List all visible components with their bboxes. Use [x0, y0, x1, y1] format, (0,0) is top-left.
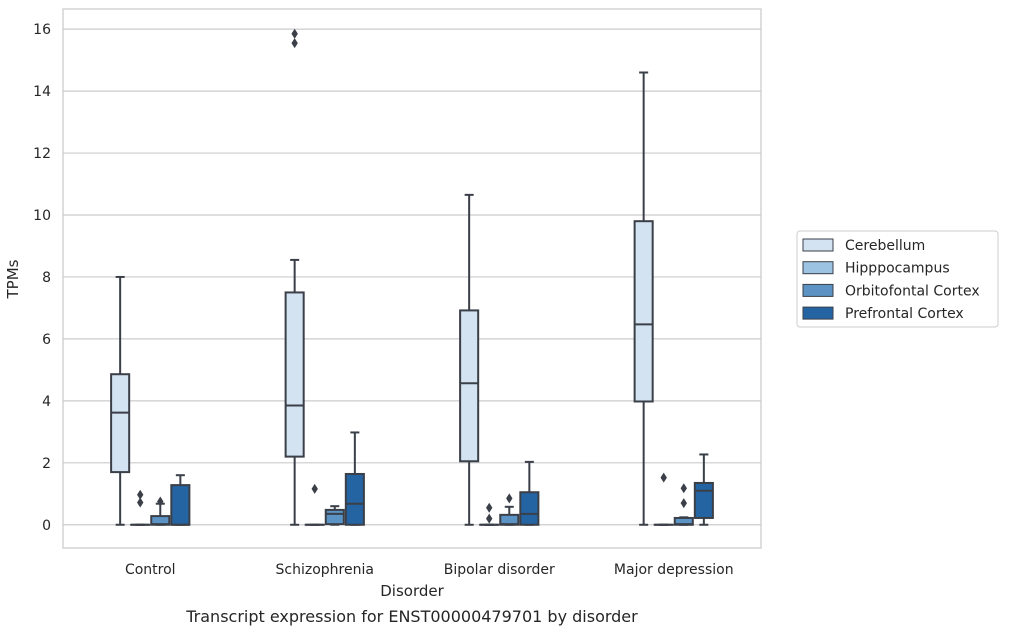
y-tick-label: 14	[33, 84, 51, 100]
legend-label: Hipppocampus	[845, 261, 950, 277]
outlier-marker	[137, 497, 144, 508]
box-plot	[324, 505, 345, 526]
legend-label: Prefrontal Cortex	[845, 306, 964, 322]
x-tick-labels: Control Schizophrenia Bipolar disorder Majo…	[125, 562, 734, 578]
box-plot	[344, 431, 365, 526]
x-tick-label: Major depression	[614, 562, 734, 578]
y-axis-title: TPMs	[4, 259, 22, 299]
box-iqr	[633, 220, 654, 403]
outlier-marker	[157, 496, 164, 507]
outlier-marker	[660, 472, 667, 483]
legend-label: Orbitofontal Cortex	[845, 283, 980, 299]
box-iqr	[344, 472, 365, 526]
x-axis-title: Disorder	[380, 582, 444, 600]
legend-frame	[796, 230, 999, 328]
y-tick-label: 0	[42, 518, 51, 534]
y-tick-labels: 0 2 4 6 8 10 12 14 16	[33, 22, 51, 534]
x-tick-label: Schizophrenia	[276, 562, 374, 578]
y-tick-label: 4	[42, 394, 51, 410]
legend-swatch	[802, 238, 834, 252]
legend-swatch	[802, 261, 834, 275]
plot-frame	[62, 8, 762, 549]
x-tick-label: Bipolar disorder	[444, 562, 555, 578]
box-iqr	[693, 481, 714, 519]
box-iqr	[324, 508, 345, 526]
legend-swatch	[802, 283, 834, 297]
box-iqr	[110, 373, 131, 474]
box-iqr	[170, 484, 191, 526]
legend-label: Cerebellum	[845, 238, 925, 254]
box-plot	[130, 489, 151, 526]
outlier-marker	[506, 493, 513, 504]
box-iqr	[519, 491, 540, 526]
box-plot	[479, 502, 500, 526]
box-plot	[519, 460, 540, 526]
outlier-marker	[680, 498, 687, 509]
box-plot	[284, 28, 305, 526]
box-plot	[150, 496, 171, 526]
y-tick-label: 8	[42, 270, 51, 286]
y-tick-label: 6	[42, 332, 51, 348]
outlier-marker	[291, 28, 298, 39]
box-plot	[653, 472, 674, 526]
box-plot	[673, 483, 694, 526]
outlier-marker	[486, 502, 493, 513]
outlier-marker	[137, 489, 144, 500]
y-tick-label: 16	[33, 22, 51, 38]
box-plot	[110, 275, 131, 526]
box-plots	[110, 28, 714, 526]
y-tick-label: 10	[33, 208, 51, 224]
chart-caption: Transcript expression for ENST0000047970…	[185, 607, 638, 626]
box-plot	[633, 71, 654, 526]
x-tick-label: Control	[125, 562, 176, 578]
box-plot	[499, 493, 520, 526]
outlier-marker	[680, 483, 687, 494]
outlier-marker	[486, 513, 493, 524]
legend-swatch	[802, 306, 834, 320]
outlier-marker	[291, 38, 298, 49]
box-plot	[693, 453, 714, 526]
box-plot	[170, 474, 191, 526]
box-iqr	[459, 309, 480, 463]
box-plot	[459, 193, 480, 526]
box-plot	[304, 483, 325, 526]
legend: Cerebellum Hipppocampus Orbitofontal Corte…	[796, 230, 999, 328]
y-tick-label: 2	[42, 456, 51, 472]
outlier-marker	[311, 483, 318, 494]
box-iqr	[284, 291, 305, 458]
y-tick-label: 12	[33, 146, 51, 162]
